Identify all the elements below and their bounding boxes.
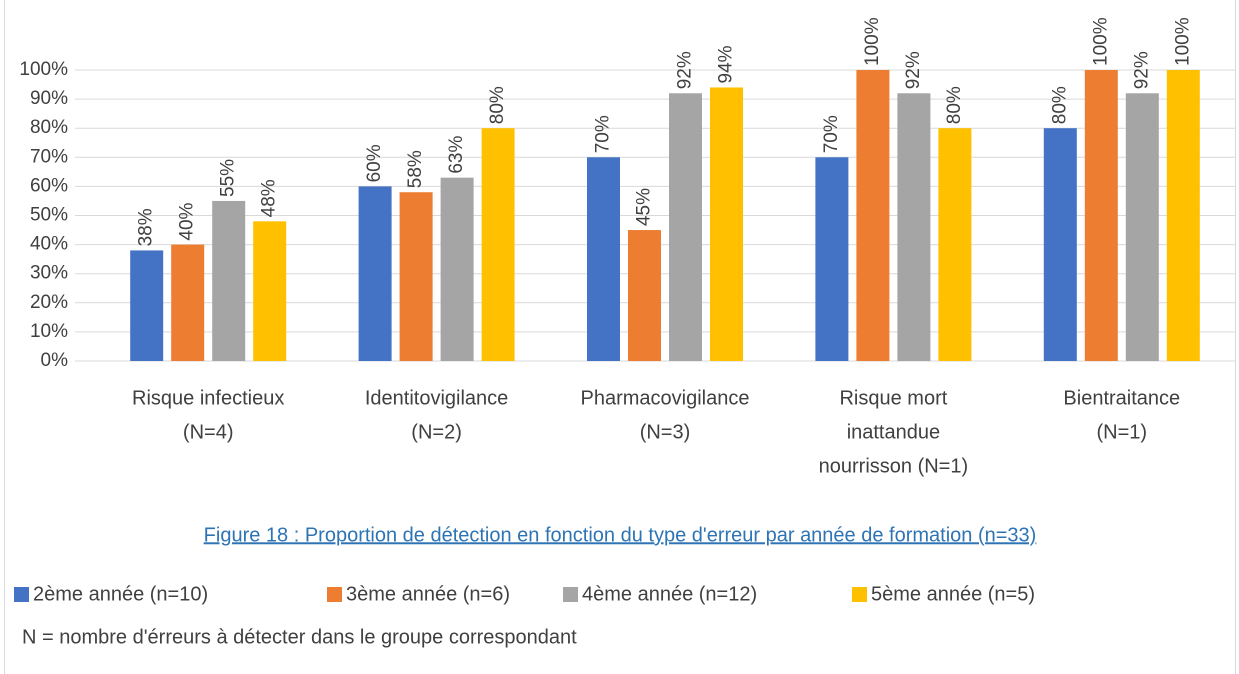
y-tick-label: 0%	[41, 350, 69, 371]
bar	[856, 70, 890, 361]
data-label: 38%	[136, 208, 157, 246]
bar	[710, 87, 743, 362]
bar	[587, 157, 620, 361]
bar	[1084, 70, 1118, 361]
bar	[130, 250, 164, 361]
x-tick-label: (N=1)	[1097, 421, 1148, 443]
legend-label: 4ème année (n=12)	[582, 583, 757, 605]
bar	[399, 192, 433, 361]
x-tick-label: nourrisson (N=1)	[819, 455, 969, 477]
data-label: 60%	[364, 144, 385, 182]
legend-swatch	[327, 587, 342, 602]
bar	[628, 230, 661, 361]
chart-border	[4, 0, 1236, 674]
data-label: 80%	[1049, 86, 1070, 124]
legend-swatch	[14, 587, 29, 602]
y-tick-label: 40%	[30, 234, 68, 255]
data-label: 70%	[821, 115, 842, 153]
data-label: 40%	[177, 202, 198, 240]
data-label: 63%	[446, 136, 467, 174]
legend-swatch	[563, 587, 578, 602]
data-label: 58%	[405, 150, 426, 188]
bar	[212, 200, 246, 361]
y-tick-label: 100%	[19, 59, 68, 80]
data-label: 92%	[675, 51, 696, 89]
bar	[815, 157, 849, 361]
data-label: 100%	[862, 17, 883, 66]
legend-swatch	[852, 587, 867, 602]
bar	[1166, 70, 1200, 361]
y-tick-label: 10%	[30, 321, 68, 342]
x-tick-label: Risque mort	[839, 387, 947, 409]
legend-label: 3ème année (n=6)	[346, 583, 510, 605]
x-tick-label: inattandue	[847, 421, 940, 443]
y-tick-label: 70%	[30, 146, 68, 167]
data-label: 55%	[218, 159, 239, 197]
bar	[358, 186, 392, 361]
y-tick-label: 90%	[30, 88, 68, 109]
note: N = nombre d'érreurs à détecter dans le …	[22, 626, 577, 648]
bar	[897, 93, 931, 361]
bar	[481, 128, 515, 361]
data-label: 94%	[716, 45, 737, 83]
data-label: 70%	[593, 115, 614, 153]
chart-title: Figure 18 : Proportion de détection en f…	[204, 524, 1037, 546]
y-tick-label: 30%	[30, 263, 68, 284]
bar	[253, 221, 287, 361]
x-tick-label: (N=2)	[411, 421, 462, 443]
data-label: 45%	[634, 188, 655, 226]
data-label: 100%	[1090, 17, 1111, 66]
data-label: 80%	[944, 86, 965, 124]
bar	[171, 244, 205, 361]
bar	[669, 93, 702, 361]
y-tick-label: 80%	[30, 117, 68, 138]
x-tick-label: Risque infectieux	[132, 387, 284, 409]
bar	[938, 128, 972, 361]
x-tick-label: Bientraitance	[1063, 387, 1180, 409]
x-tick-label: Pharmacovigilance	[581, 387, 750, 409]
y-tick-label: 20%	[30, 292, 68, 313]
legend-label: 2ème année (n=10)	[33, 583, 208, 605]
legend-label: 5ème année (n=5)	[871, 583, 1035, 605]
y-tick-label: 50%	[30, 205, 68, 226]
x-tick-label: (N=4)	[183, 421, 234, 443]
data-label: 80%	[487, 86, 508, 124]
y-tick-label: 60%	[30, 175, 68, 196]
data-label: 48%	[259, 179, 280, 217]
data-label: 92%	[903, 51, 924, 89]
bar	[1043, 128, 1077, 361]
data-label: 100%	[1172, 17, 1193, 66]
x-tick-label: (N=3)	[640, 421, 691, 443]
x-tick-label: Identitovigilance	[365, 387, 508, 409]
bar	[440, 177, 474, 361]
data-label: 92%	[1131, 51, 1152, 89]
bar	[1125, 93, 1159, 361]
